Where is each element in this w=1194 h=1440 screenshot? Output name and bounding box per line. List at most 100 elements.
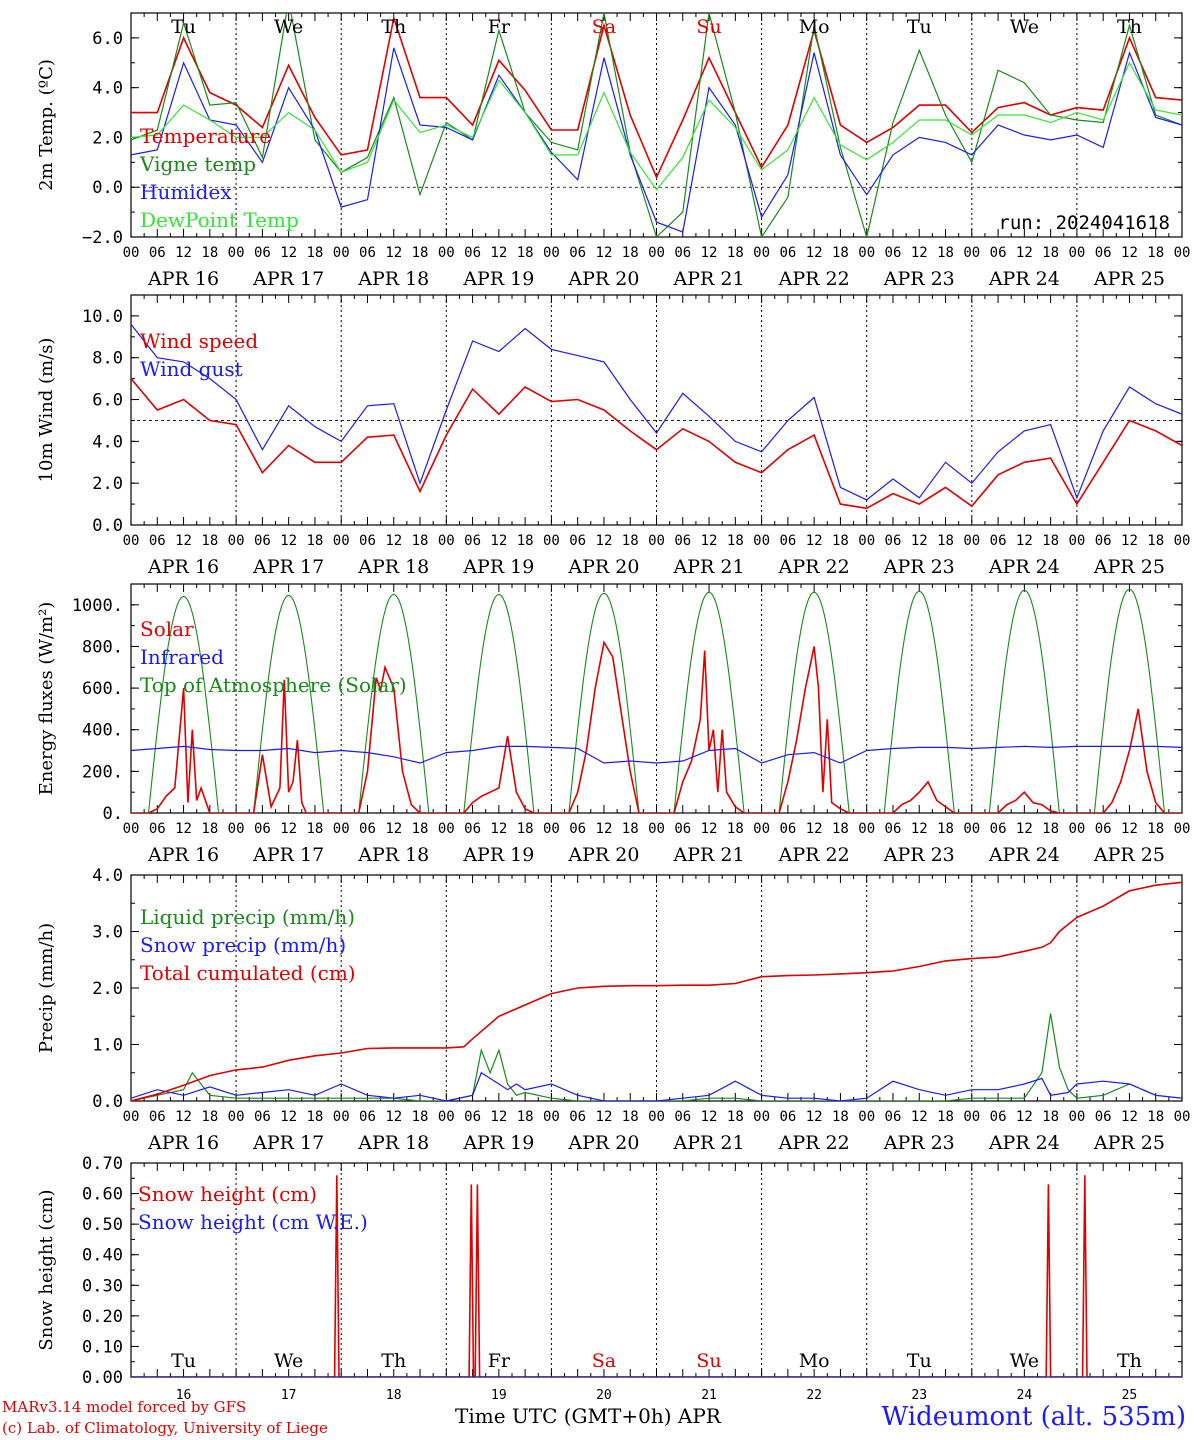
hour-tick-label: 12 [385, 1109, 402, 1125]
date-label: APR 22 [778, 1132, 850, 1154]
weekday-label: Fr [488, 1350, 511, 1372]
hour-tick-label: 18 [201, 821, 218, 837]
hour-tick-label: 18 [517, 533, 534, 549]
date-label: APR 24 [988, 556, 1060, 578]
day-number-label: 25 [1122, 1388, 1138, 1403]
hour-tick-label: 00 [123, 821, 140, 837]
hour-tick-label: 18 [937, 533, 954, 549]
hour-tick-label: 12 [596, 533, 613, 549]
hour-tick-label: 06 [464, 533, 481, 549]
y-tick-label: 1000. [72, 596, 123, 616]
hour-tick-label: 00 [648, 533, 665, 549]
hour-tick-label: 12 [490, 245, 507, 261]
hour-tick-label: 00 [753, 245, 770, 261]
day-number-label: 16 [176, 1388, 192, 1403]
hour-tick-label: 00 [648, 245, 665, 261]
date-label: APR 16 [147, 268, 219, 290]
toa-solar-curve [147, 595, 220, 813]
hour-tick-label: 06 [464, 245, 481, 261]
series-line-temperature [131, 14, 1182, 180]
weekday-label: Th [1117, 1350, 1142, 1372]
hour-tick-label: 12 [1016, 821, 1033, 837]
hour-tick-label: 12 [701, 1109, 718, 1125]
hour-tick-label: 18 [1147, 533, 1164, 549]
legend-label: Vigne temp [139, 152, 256, 176]
hour-tick-label: 12 [385, 821, 402, 837]
y-tick-label: 2.0 [92, 979, 123, 999]
date-label: APR 17 [252, 844, 324, 866]
hour-tick-label: 18 [622, 533, 639, 549]
date-label: APR 19 [462, 268, 534, 290]
day-number-label: 24 [1017, 1388, 1033, 1403]
hour-tick-label: 12 [490, 1109, 507, 1125]
hour-tick-label: 18 [517, 1109, 534, 1125]
toa-solar-curve [883, 590, 955, 813]
hour-tick-label: 12 [280, 533, 297, 549]
toa-solar-curve [1093, 588, 1166, 813]
date-label: APR 22 [778, 556, 850, 578]
series-line-wind-gust [131, 323, 1182, 501]
hour-tick-label: 12 [280, 1109, 297, 1125]
hour-tick-label: 00 [858, 821, 875, 837]
y-tick-label: 6.0 [92, 391, 123, 411]
hour-tick-label: 12 [911, 821, 928, 837]
time-axis-label: Time UTC (GMT+0h) APR [455, 1404, 721, 1428]
y-tick-label: 1.0 [92, 1036, 123, 1056]
hour-tick-label: 18 [306, 245, 323, 261]
weekday-label: Th [381, 16, 406, 38]
day-number-label: 18 [386, 1388, 402, 1403]
date-label: APR 17 [252, 556, 324, 578]
day-number-label: 21 [701, 1388, 717, 1403]
y-tick-label: 0.50 [82, 1215, 123, 1235]
date-label: APR 23 [883, 556, 955, 578]
hour-tick-label: 18 [306, 821, 323, 837]
hour-tick-label: 06 [1095, 245, 1112, 261]
hour-tick-label: 00 [333, 245, 350, 261]
hour-tick-label: 12 [280, 245, 297, 261]
hour-tick-label: 00 [543, 245, 560, 261]
date-label: APR 20 [567, 1132, 639, 1154]
hour-tick-label: 00 [753, 1109, 770, 1125]
hour-tick-label: 06 [464, 821, 481, 837]
series-line-dewpoint-temp [131, 61, 1182, 191]
y-tick-label: 0.10 [82, 1337, 123, 1357]
plot-area [131, 323, 1182, 510]
weekday-label: Su [696, 16, 721, 38]
hour-tick-label: 18 [832, 1109, 849, 1125]
hour-tick-label: 12 [701, 533, 718, 549]
hour-tick-label: 06 [779, 533, 796, 549]
hour-tick-label: 00 [543, 1109, 560, 1125]
hour-tick-label: 12 [280, 821, 297, 837]
day-number-label: 20 [596, 1388, 612, 1403]
date-label: APR 24 [988, 268, 1060, 290]
hour-tick-label: 12 [1121, 245, 1138, 261]
hour-tick-label: 06 [359, 821, 376, 837]
panel-1: 00 06 12 18 APR 16 00 06 12 18 APR 17 00 06 12 18 APR … [36, 12, 1190, 290]
date-label: APR 23 [883, 844, 955, 866]
hour-tick-label: 18 [1042, 1109, 1059, 1125]
hour-tick-label: 00 [1174, 1109, 1191, 1125]
legend-label: Top of Atmosphere (Solar) [140, 673, 407, 697]
hour-tick-label: 00 [858, 1109, 875, 1125]
hour-tick-label: 18 [622, 1109, 639, 1125]
hour-tick-label: 06 [885, 1109, 902, 1125]
date-label: APR 16 [147, 844, 219, 866]
hour-tick-label: 18 [1147, 821, 1164, 837]
weekday-label: We [1010, 1350, 1039, 1372]
hour-tick-label: 00 [228, 245, 245, 261]
hour-tick-label: 00 [963, 1109, 980, 1125]
hour-tick-label: 06 [990, 245, 1007, 261]
hour-tick-label: 06 [1095, 821, 1112, 837]
date-label: APR 16 [147, 556, 219, 578]
hour-tick-label: 06 [359, 1109, 376, 1125]
panel-5: 0.70 0.60 0.50 0.40 0.30 0.20 0.10 0.00 Snow hei… [36, 1154, 1183, 1403]
hour-tick-label: 00 [963, 821, 980, 837]
toa-solar-curve [463, 593, 535, 813]
y-tick-label: 0.40 [82, 1246, 123, 1266]
legend-label: Temperature [140, 124, 271, 148]
weekday-label: Tu [907, 16, 932, 38]
hour-tick-label: 00 [543, 821, 560, 837]
hour-tick-label: 18 [727, 245, 744, 261]
date-label: APR 22 [778, 844, 850, 866]
hour-tick-label: 00 [123, 1109, 140, 1125]
